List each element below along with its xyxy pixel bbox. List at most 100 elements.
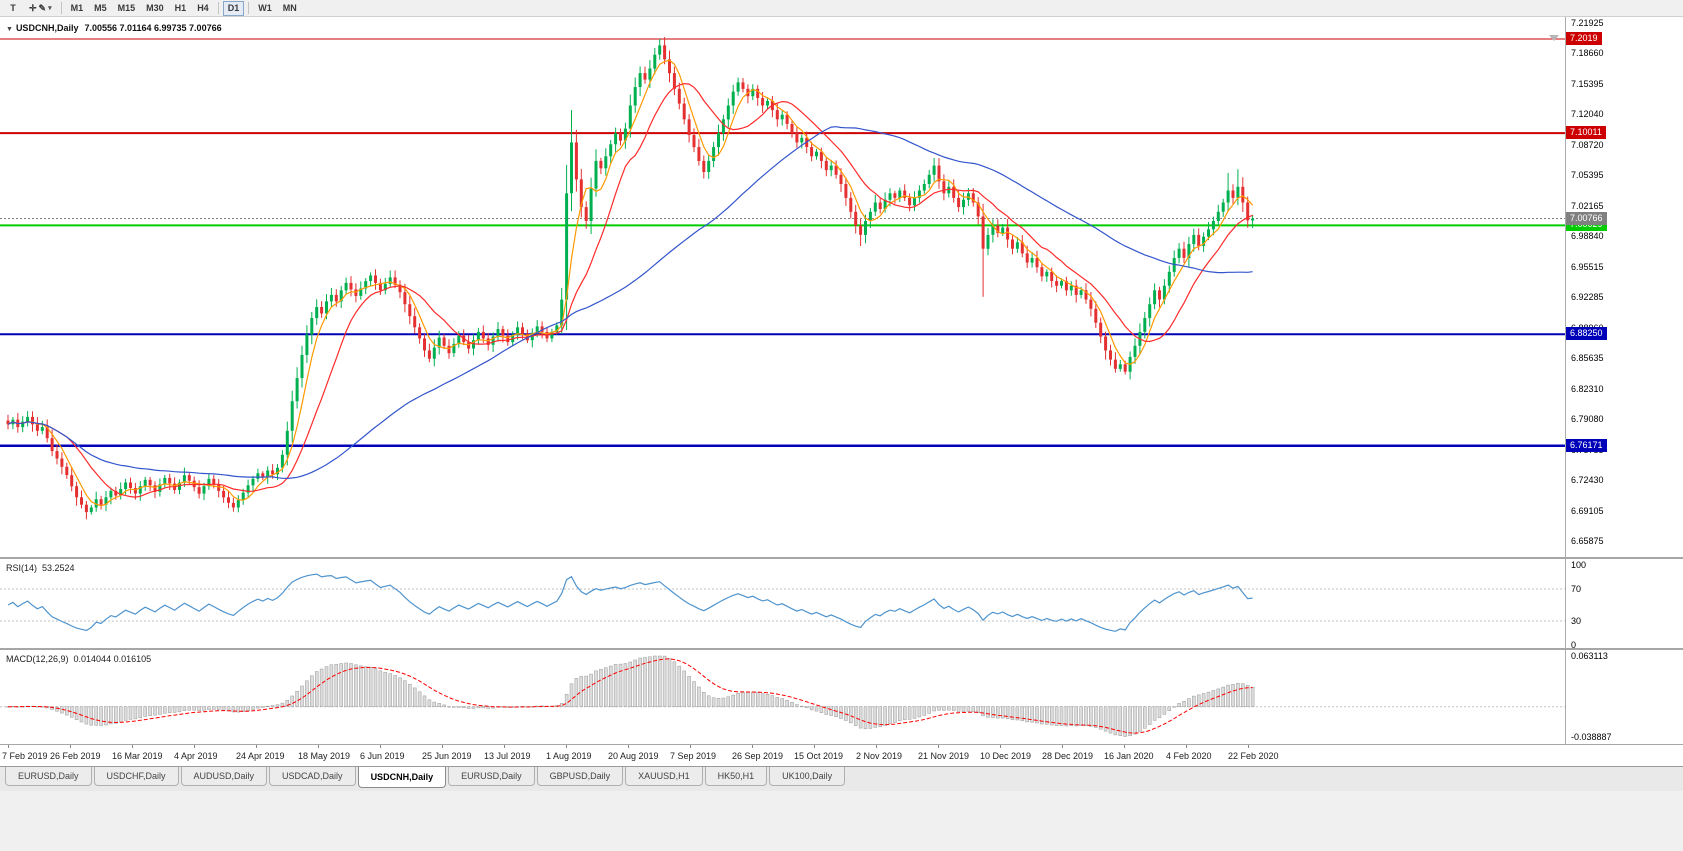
- timeframe-buttons: M1 M5 M15 M30 H1 H4 D1 W1 MN: [66, 0, 302, 16]
- draw-tools-button[interactable]: ✛ ✎ ▾: [24, 1, 57, 16]
- timeframe-w1[interactable]: W1: [253, 1, 277, 16]
- time-axis[interactable]: 7 Feb 2019 26 Feb 2019 16 Mar 2019 4 Apr 20…: [0, 744, 1683, 766]
- price-axis-label: 6.65875: [1571, 536, 1604, 546]
- toolbar-separator: [217, 2, 219, 14]
- crosshair-icon: ✛: [29, 2, 37, 13]
- time-axis-tick: [1186, 745, 1187, 748]
- price-axis-label: 7.18660: [1571, 48, 1604, 59]
- price-axis-label: 7.08720: [1571, 139, 1604, 150]
- panel-divider[interactable]: [0, 557, 1683, 559]
- chart-shift-marker-icon[interactable]: [1549, 35, 1559, 41]
- time-axis-tick: [1248, 745, 1249, 748]
- time-axis-tick: [318, 745, 319, 748]
- price-axis-label: 6.85635: [1571, 353, 1604, 364]
- rsi-axis-label: 100: [1571, 560, 1587, 570]
- rsi-panel[interactable]: RSI(14) 53.2524 100 70 30 0: [0, 559, 1683, 650]
- chart-title: ▼ USDCNH,Daily 7.00556 7.01164 6.99735 7.0…: [6, 23, 222, 33]
- price-axis-label: 6.69105: [1571, 505, 1604, 516]
- axis-divider: [1565, 17, 1566, 744]
- rsi-axis-label: 30: [1571, 616, 1582, 626]
- tab-hk50-h1[interactable]: HK50,H1: [704, 767, 768, 786]
- time-axis-label: 16 Mar 2019: [112, 751, 163, 761]
- price-tag-6.76171: 6.76171: [1566, 438, 1607, 452]
- macd-name: MACD(12,26,9): [6, 654, 69, 664]
- time-axis-tick: [628, 745, 629, 748]
- timeframe-h1[interactable]: H1: [170, 1, 192, 16]
- time-axis-label: 4 Apr 2019: [174, 751, 218, 761]
- rsi-axis-label: 0: [1571, 640, 1577, 650]
- time-axis-tick: [1062, 745, 1063, 748]
- price-tag-7.10011: 7.10011: [1566, 126, 1606, 140]
- price-axis-label: 6.92285: [1571, 292, 1604, 303]
- macd-values: 0.014044 0.016105: [73, 654, 152, 664]
- tab-eurusd-daily[interactable]: EURUSD,Daily: [5, 767, 92, 786]
- time-axis-label: 21 Nov 2019: [918, 751, 970, 761]
- rsi-chart[interactable]: [0, 559, 1565, 648]
- timeframe-mn[interactable]: MN: [278, 1, 302, 16]
- tab-uk100-daily[interactable]: UK100,Daily: [769, 767, 846, 786]
- price-tag-7.2019: 7.2019: [1566, 32, 1602, 46]
- time-axis-tick: [1124, 745, 1125, 748]
- price-axis-label: 6.98840: [1571, 231, 1604, 242]
- macd-axis[interactable]: 0.063113 -0.038887: [1565, 650, 1683, 744]
- timeframe-m1[interactable]: M1: [66, 1, 89, 16]
- time-axis-label: 15 Oct 2019: [794, 751, 844, 761]
- rsi-axis[interactable]: 100 70 30 0: [1565, 559, 1683, 650]
- tab-gbpusd-daily[interactable]: GBPUSD,Daily: [536, 767, 624, 786]
- price-tag-6.88250: 6.88250: [1566, 327, 1607, 341]
- timeframe-m30[interactable]: M30: [141, 1, 169, 16]
- time-axis-tick: [380, 745, 381, 748]
- rsi-axis-label: 70: [1571, 584, 1582, 594]
- macd-scale-bottom: -0.038887: [1571, 732, 1612, 742]
- window-background: [0, 791, 1683, 851]
- type-tool-button[interactable]: T: [3, 1, 23, 16]
- macd-signal-line: [8, 658, 1253, 734]
- time-axis-label: 20 Aug 2019: [608, 751, 659, 761]
- rsi-value: 53.2524: [42, 563, 75, 573]
- time-axis-tick: [876, 745, 877, 748]
- toolbar-separator: [248, 2, 250, 14]
- time-axis-label: 22 Feb 2020: [1228, 751, 1279, 761]
- symbol-period: USDCNH,Daily: [15, 23, 79, 33]
- time-axis-label: 18 May 2019: [298, 751, 351, 761]
- tab-audusd-daily[interactable]: AUDUSD,Daily: [180, 767, 268, 786]
- time-axis-label: 4 Feb 2020: [1166, 751, 1212, 761]
- timeframe-h4[interactable]: H4: [192, 1, 214, 16]
- panel-divider[interactable]: [0, 648, 1683, 650]
- price-axis-label: 7.05395: [1571, 170, 1604, 181]
- timeframe-d1[interactable]: D1: [222, 0, 245, 16]
- macd-histogram: [6, 655, 1255, 737]
- toolbar: T ✛ ✎ ▾ M1 M5 M15 M30 H1 H4 D1 W1 MN: [0, 0, 1683, 17]
- title-marker-icon: ▼: [6, 26, 13, 33]
- price-chart[interactable]: [0, 17, 1565, 557]
- ohlc-values: 7.00556 7.01164 6.99735 7.00766: [84, 23, 222, 33]
- price-axis-label: 7.02165: [1571, 200, 1604, 211]
- pencil-icon: ✎: [38, 2, 47, 13]
- time-axis-label: 28 Dec 2019: [1042, 751, 1094, 761]
- time-axis-tick: [70, 745, 71, 748]
- time-axis-label: 26 Sep 2019: [732, 751, 784, 761]
- time-axis-label: 26 Feb 2019: [50, 751, 101, 761]
- time-axis-label: 2 Nov 2019: [856, 751, 903, 761]
- time-axis-label: 24 Apr 2019: [236, 751, 285, 761]
- tab-usdcnh-daily[interactable]: USDCNH,Daily: [357, 767, 447, 788]
- price-axis-label: 6.95515: [1571, 261, 1604, 272]
- tab-usdchf-daily[interactable]: USDCHF,Daily: [93, 767, 179, 786]
- ma-55-line: [7, 126, 1253, 480]
- candles: [6, 37, 1255, 520]
- tab-eurusd-daily[interactable]: EURUSD,Daily: [448, 767, 535, 786]
- time-axis-label: 7 Sep 2019: [670, 751, 717, 761]
- price-axis-label: 6.82310: [1571, 383, 1604, 394]
- timeframe-m5[interactable]: M5: [89, 1, 112, 16]
- tab-usdcad-daily[interactable]: USDCAD,Daily: [269, 767, 356, 786]
- timeframe-m15[interactable]: M15: [113, 1, 141, 16]
- tab-xauusd-h1[interactable]: XAUUSD,H1: [625, 767, 703, 786]
- time-axis-label: 25 Jun 2019: [422, 751, 472, 761]
- macd-panel[interactable]: MACD(12,26,9) 0.014044 0.016105 0.063113 …: [0, 650, 1683, 744]
- time-axis-tick: [132, 745, 133, 748]
- time-axis-tick: [504, 745, 505, 748]
- macd-chart[interactable]: [0, 650, 1565, 744]
- price-chart-panel[interactable]: ▼ USDCNH,Daily 7.00556 7.01164 6.99735 7.0…: [0, 17, 1683, 557]
- time-axis-label: 10 Dec 2019: [980, 751, 1032, 761]
- price-axis[interactable]: 7.21925 7.18660 7.15395 7.12040 7.08720 7.053…: [1565, 17, 1683, 557]
